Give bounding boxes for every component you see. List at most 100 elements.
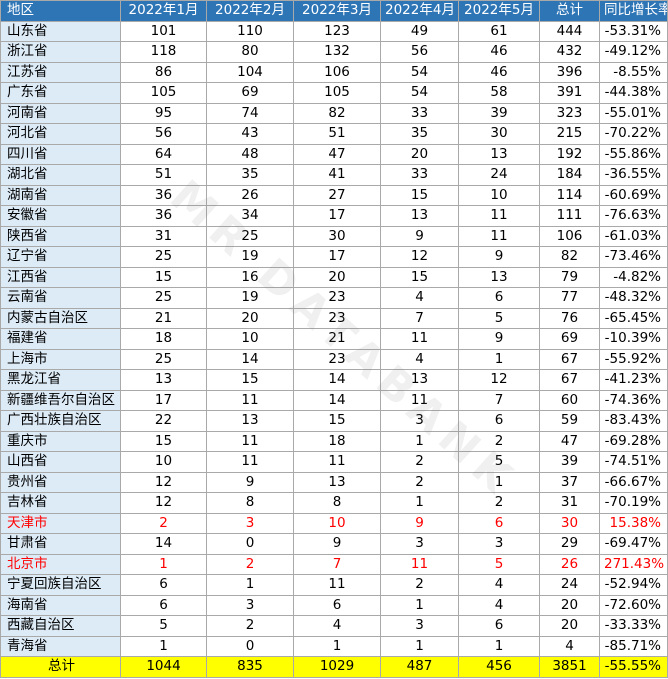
cell-rate: -33.33% bbox=[599, 615, 668, 637]
cell-region: 黑龙江省 bbox=[0, 369, 121, 391]
cell-region: 江苏省 bbox=[0, 61, 121, 83]
cell-region: 湖北省 bbox=[0, 164, 121, 186]
cell-total: 77 bbox=[539, 287, 600, 309]
cell-2022-03: 132 bbox=[293, 41, 381, 63]
table-row: 天津市 2 3 10 9 6 30 15.38% bbox=[0, 512, 668, 534]
table-row: 福建省 18 10 21 11 9 69 -10.39% bbox=[0, 328, 668, 350]
table-row: 安徽省 36 34 17 13 11 111 -76.63% bbox=[0, 205, 668, 227]
cell-2022-01: 15 bbox=[120, 430, 207, 452]
cell-2022-02: 35 bbox=[206, 164, 294, 186]
cell-region: 河北省 bbox=[0, 123, 121, 145]
cell-2022-05: 5 bbox=[458, 451, 540, 473]
cell-2022-02: 34 bbox=[206, 205, 294, 227]
cell-rate: -52.94% bbox=[599, 574, 668, 596]
cell-2022-01: 1 bbox=[120, 635, 207, 657]
cell-2022-03: 47 bbox=[293, 143, 381, 165]
cell-2022-05: 46 bbox=[458, 61, 540, 83]
cell-2022-03: 15 bbox=[293, 410, 381, 432]
cell-2022-01: 31 bbox=[120, 225, 207, 247]
cell-2022-02: 26 bbox=[206, 184, 294, 206]
cell-total: 26 bbox=[539, 553, 600, 575]
cell-rate: -8.55% bbox=[599, 61, 668, 83]
cell-2022-04: 2 bbox=[380, 471, 459, 493]
cell-2022-04: 56 bbox=[380, 41, 459, 63]
cell-region: 山西省 bbox=[0, 451, 121, 473]
cell-2022-01: 25 bbox=[120, 348, 207, 370]
table-row: 宁夏回族自治区 6 1 11 2 4 24 -52.94% bbox=[0, 574, 668, 596]
cell-2022-05: 11 bbox=[458, 205, 540, 227]
cell-2022-02: 25 bbox=[206, 225, 294, 247]
cell-2022-02: 16 bbox=[206, 266, 294, 288]
table-row: 河南省 95 74 82 33 39 323 -55.01% bbox=[0, 102, 668, 124]
cell-rate: 271.43% bbox=[599, 553, 668, 575]
header-row: 地区 2022年1月 2022年2月 2022年3月 2022年4月 2022年… bbox=[0, 0, 668, 22]
cell-2022-02: 48 bbox=[206, 143, 294, 165]
cell-region: 海南省 bbox=[0, 594, 121, 616]
table-row: 重庆市 15 11 18 1 2 47 -69.28% bbox=[0, 430, 668, 452]
cell-2022-02: 0 bbox=[206, 635, 294, 657]
cell-2022-03: 21 bbox=[293, 328, 381, 350]
cell-2022-05: 3 bbox=[458, 533, 540, 555]
table-row: 江西省 15 16 20 15 13 79 -4.82% bbox=[0, 266, 668, 288]
cell-2022-02: 11 bbox=[206, 389, 294, 411]
table-row: 河北省 56 43 51 35 30 215 -70.22% bbox=[0, 123, 668, 145]
cell-2022-01: 86 bbox=[120, 61, 207, 83]
cell-total: 396 bbox=[539, 61, 600, 83]
cell-2022-03: 11 bbox=[293, 574, 381, 596]
table-row: 辽宁省 25 19 17 12 9 82 -73.46% bbox=[0, 246, 668, 268]
cell-total: 67 bbox=[539, 369, 600, 391]
cell-2022-02: 19 bbox=[206, 246, 294, 268]
table-row: 黑龙江省 13 15 14 13 12 67 -41.23% bbox=[0, 369, 668, 391]
cell-rate: -48.32% bbox=[599, 287, 668, 309]
total-cell-2022-02: 835 bbox=[206, 656, 294, 678]
cell-2022-02: 3 bbox=[206, 594, 294, 616]
cell-region: 湖南省 bbox=[0, 184, 121, 206]
cell-total: 67 bbox=[539, 348, 600, 370]
cell-2022-05: 24 bbox=[458, 164, 540, 186]
cell-2022-02: 43 bbox=[206, 123, 294, 145]
cell-2022-02: 8 bbox=[206, 492, 294, 514]
cell-2022-04: 1 bbox=[380, 635, 459, 657]
cell-rate: -55.01% bbox=[599, 102, 668, 124]
cell-2022-02: 0 bbox=[206, 533, 294, 555]
cell-2022-02: 104 bbox=[206, 61, 294, 83]
cell-rate: -69.28% bbox=[599, 430, 668, 452]
cell-region: 甘肃省 bbox=[0, 533, 121, 555]
cell-region: 四川省 bbox=[0, 143, 121, 165]
cell-2022-01: 15 bbox=[120, 266, 207, 288]
cell-2022-03: 17 bbox=[293, 246, 381, 268]
total-cell-2022-01: 1044 bbox=[120, 656, 207, 678]
cell-2022-03: 30 bbox=[293, 225, 381, 247]
cell-2022-04: 1 bbox=[380, 594, 459, 616]
total-cell-total: 3851 bbox=[539, 656, 600, 678]
cell-rate: -44.38% bbox=[599, 82, 668, 104]
cell-2022-01: 25 bbox=[120, 246, 207, 268]
cell-2022-03: 82 bbox=[293, 102, 381, 124]
cell-2022-01: 14 bbox=[120, 533, 207, 555]
header-yoy-growth: 同比增长率 bbox=[599, 0, 668, 22]
cell-2022-01: 105 bbox=[120, 82, 207, 104]
total-label: 总计 bbox=[0, 656, 121, 678]
cell-rate: -41.23% bbox=[599, 369, 668, 391]
cell-2022-05: 1 bbox=[458, 348, 540, 370]
cell-rate: -72.60% bbox=[599, 594, 668, 616]
cell-total: 24 bbox=[539, 574, 600, 596]
cell-2022-02: 3 bbox=[206, 512, 294, 534]
cell-total: 31 bbox=[539, 492, 600, 514]
cell-region: 北京市 bbox=[0, 553, 121, 575]
cell-2022-03: 17 bbox=[293, 205, 381, 227]
cell-2022-05: 9 bbox=[458, 328, 540, 350]
cell-2022-05: 6 bbox=[458, 615, 540, 637]
cell-region: 陕西省 bbox=[0, 225, 121, 247]
cell-2022-04: 35 bbox=[380, 123, 459, 145]
table-row: 上海市 25 14 23 4 1 67 -55.92% bbox=[0, 348, 668, 370]
cell-2022-04: 12 bbox=[380, 246, 459, 268]
cell-2022-05: 39 bbox=[458, 102, 540, 124]
cell-2022-04: 9 bbox=[380, 225, 459, 247]
cell-total: 47 bbox=[539, 430, 600, 452]
cell-total: 184 bbox=[539, 164, 600, 186]
cell-2022-01: 17 bbox=[120, 389, 207, 411]
cell-2022-01: 36 bbox=[120, 184, 207, 206]
table-row: 山西省 10 11 11 2 5 39 -74.51% bbox=[0, 451, 668, 473]
